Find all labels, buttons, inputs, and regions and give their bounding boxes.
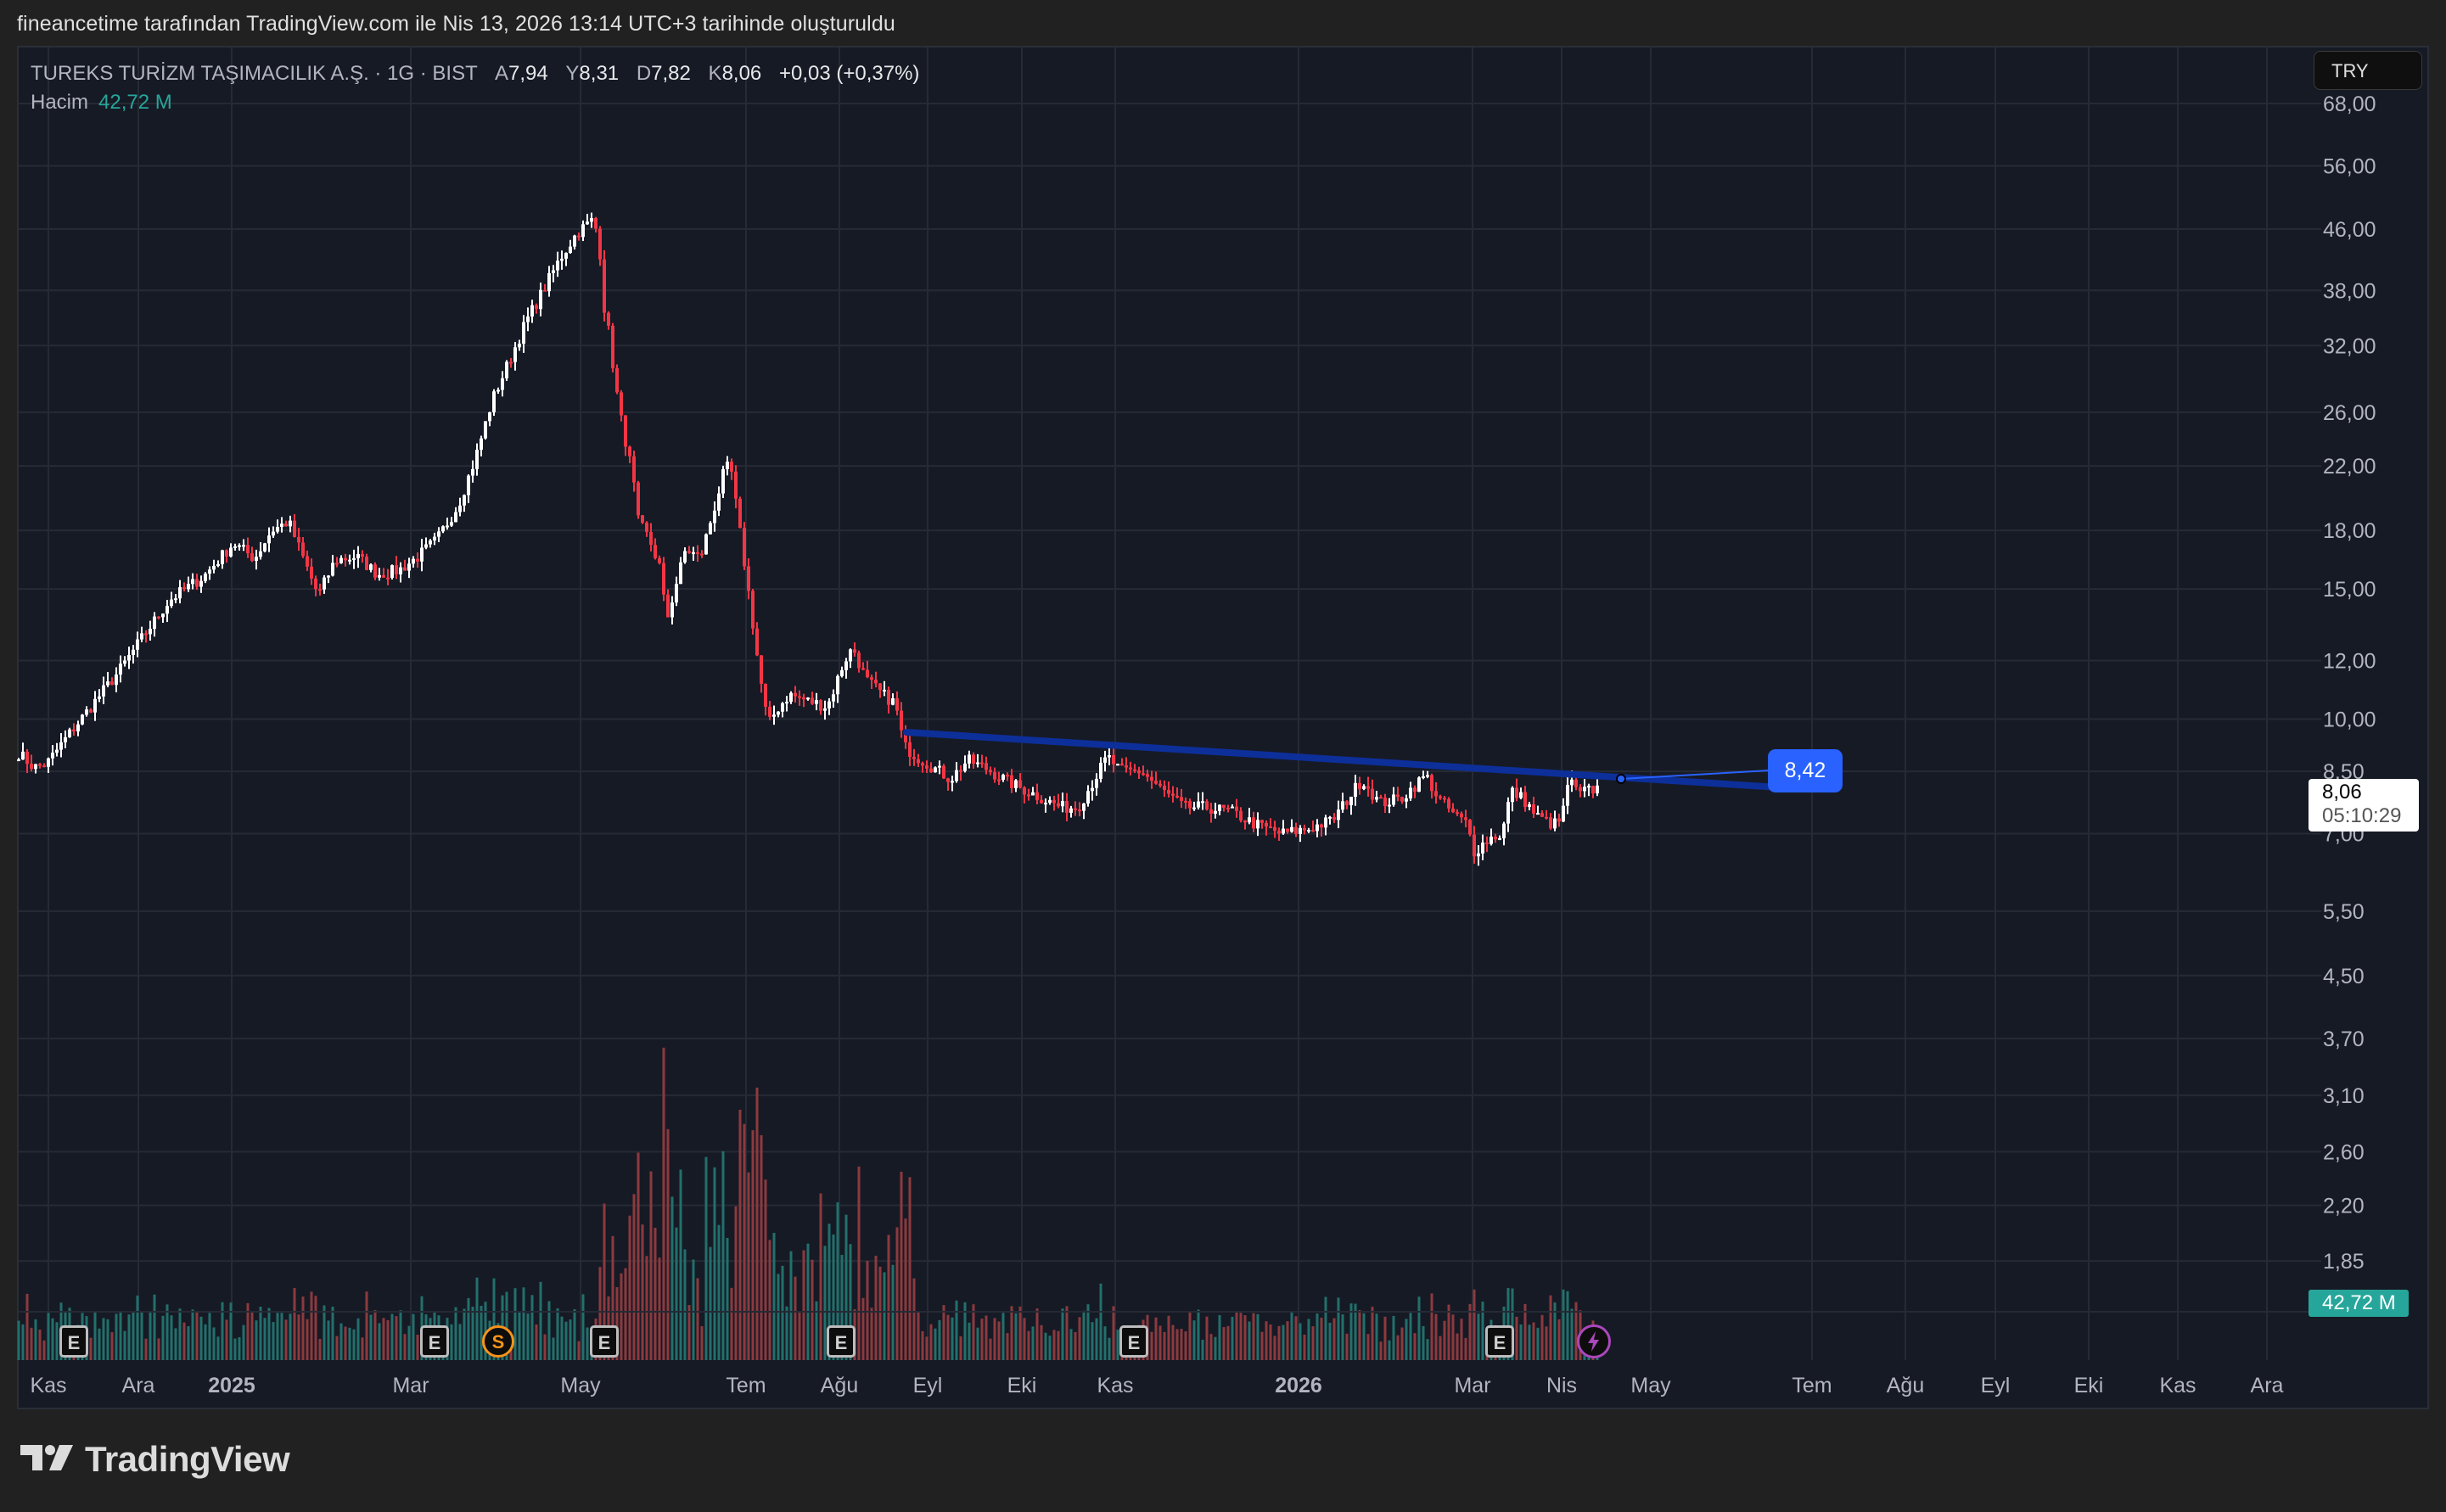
tradingview-brand: TradingView [85,1439,290,1479]
price-axis-label: 12,00 [2323,650,2376,674]
time-axis-label: Eki [1007,1374,1037,1397]
volume-label[interactable]: Hacim [31,91,89,114]
price-axis-label: 46,00 [2323,218,2376,242]
time-axis-label: Ara [2251,1374,2284,1397]
earnings-marker[interactable]: E [590,1325,619,1358]
time-axis-label: Kas [30,1374,66,1397]
chart-caption: fineancetime tarafından TradingView.com … [17,12,895,36]
earnings-marker[interactable]: E [59,1325,88,1358]
price-axis-label: 26,00 [2323,401,2376,425]
time-axis-label: May [1630,1374,1671,1397]
close-label: K [708,62,722,85]
price-axis-label: 18,00 [2323,519,2376,543]
time-axis-label: Eki [2074,1374,2104,1397]
price-axis-label: 22,00 [2323,455,2376,479]
price-axis-label: 32,00 [2323,334,2376,358]
price-axis-label: 1,85 [2323,1250,2365,1274]
earnings-marker[interactable]: E [1119,1325,1148,1358]
time-axis-label: 2026 [1275,1374,1322,1397]
earnings-marker[interactable]: E [1485,1325,1514,1358]
price-axis-label: 2,60 [2323,1140,2365,1164]
earnings-marker[interactable]: E [420,1325,449,1358]
tradingview-logo-icon [20,1445,73,1470]
price-axis-label: 38,00 [2323,279,2376,303]
price-axis-label: 5,50 [2323,900,2365,924]
price-axis-label: 3,10 [2323,1084,2365,1108]
time-axis-label: 2025 [208,1374,255,1397]
volume-tag: 42,72 M [2309,1290,2409,1317]
trendline-price-label: 8,42 [1768,749,1843,792]
time-axis-label: Tem [726,1374,766,1397]
price-axis-label: 2,20 [2323,1195,2365,1218]
chart-frame [17,46,2429,1409]
low-label: D [636,62,652,85]
time-axis-label: Ağu [1887,1374,1924,1397]
bar-countdown: 05:10:29 [2322,804,2402,827]
time-axis-label: Tem [1792,1374,1832,1397]
change-value: +0,03 (+0,37%) [778,62,920,85]
price-axis-label: 4,50 [2323,965,2365,988]
earnings-marker[interactable]: E [827,1325,856,1358]
tradingview-logo[interactable]: TradingView [20,1439,290,1479]
low-value: 7,82 [651,62,691,85]
split-marker[interactable]: S [482,1325,514,1358]
high-value: 8,31 [579,62,620,85]
trend-ray[interactable] [1620,770,1770,780]
last-price: 8,06 [2322,781,2362,804]
open-label: A [495,62,509,85]
time-axis-label: Ara [122,1374,155,1397]
time-axis-label: Mar [1454,1374,1490,1397]
time-axis-label: Nis [1546,1374,1577,1397]
last-price-tag: 8,06 05:10:29 [2309,779,2419,832]
volume-value: 42,72 M [98,91,172,114]
time-axis-label: Kas [1097,1374,1133,1397]
time-axis-label: Eyl [1981,1374,2011,1397]
symbol-legend: TUREKS TURİZM TAŞIMACILIK A.Ş. · 1G · BI… [31,59,919,117]
time-axis-label: Eyl [913,1374,943,1397]
trend-anchor-handle[interactable] [1616,774,1626,784]
price-axis-label: 56,00 [2323,154,2376,178]
time-axis-label: Ağu [821,1374,858,1397]
time-axis-label: Mar [392,1374,429,1397]
currency-button[interactable]: TRY [2314,51,2422,90]
price-axis-label: 10,00 [2323,708,2376,732]
high-label: Y [565,62,580,85]
price-axis-label: 68,00 [2323,92,2376,116]
price-axis-label: 3,70 [2323,1028,2365,1051]
time-axis-label: May [560,1374,601,1397]
symbol-name[interactable]: TUREKS TURİZM TAŞIMACILIK A.Ş. · 1G · BI… [31,62,478,85]
close-value: 8,06 [721,62,762,85]
lightning-icon[interactable] [1577,1324,1611,1358]
price-axis-label: 15,00 [2323,578,2376,602]
candles [17,212,1599,866]
open-value: 7,94 [508,62,548,85]
time-axis-label: Kas [2159,1374,2196,1397]
